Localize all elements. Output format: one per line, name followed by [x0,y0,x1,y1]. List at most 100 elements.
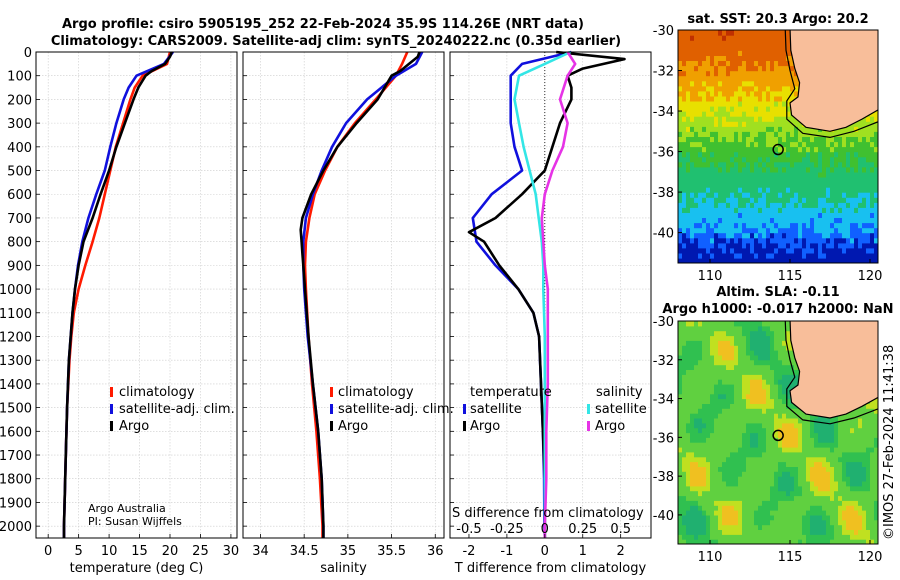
heatmap-cell [766,524,771,530]
heatmap-cell [686,192,691,198]
heatmap-cell [846,192,851,198]
heatmap-cell [818,156,823,163]
heatmap-cell [746,85,751,92]
heatmap-cell [734,403,739,409]
heatmap-cell [750,161,755,168]
heatmap-cell [698,182,703,188]
heatmap-cell [726,388,731,395]
heatmap-cell [754,519,759,526]
y-tick-label: 1600 [0,425,32,440]
heatmap-cell [822,456,827,463]
heatmap-cell [758,202,763,208]
heatmap-cell [810,534,815,540]
heatmap-cell [786,141,791,148]
heatmap-cell [738,500,743,506]
heatmap-cell [702,340,707,346]
heatmap-cell [722,136,727,143]
heatmap-cell [734,384,739,390]
sst-map-axes: 110 115 120-30-32-34-36-38-40 [653,24,883,284]
heatmap-cell [694,111,699,117]
heatmap-cell [686,131,691,137]
heatmap-cell [690,182,695,188]
heatmap-cell [834,222,839,229]
heatmap-cell [702,471,707,477]
heatmap-cell [838,146,843,153]
x-tick-label: 115 [778,269,803,284]
heatmap-cell [770,111,775,117]
heatmap-cell [718,514,723,521]
heatmap-cell [746,519,751,526]
heatmap-cell [798,490,803,497]
heatmap-cell [846,242,851,249]
heatmap-cell [714,156,719,163]
heatmap-cell [730,379,735,385]
heatmap-cell [678,447,683,453]
heatmap-cell [690,364,695,370]
heatmap-cell [718,227,723,234]
heatmap-cell [750,427,755,434]
heatmap-cell [842,490,847,497]
heatmap-cell [766,437,771,443]
heatmap-cell [758,136,763,143]
heatmap-cell [786,340,791,346]
heatmap-cell [830,252,835,259]
heatmap-cell [682,442,687,448]
heatmap-cell [818,227,823,234]
heatmap-cell [706,345,711,351]
heatmap-cell [738,350,743,356]
heatmap-cell [818,505,823,511]
heatmap-cell [750,217,755,224]
heatmap-cell [698,121,703,127]
heatmap-cell [722,197,727,203]
heatmap-cell [742,447,747,453]
heatmap-cell [866,131,871,137]
heatmap-cell [694,232,699,239]
heatmap-cell [710,354,715,361]
heatmap-cell [838,182,843,188]
heatmap-cell [694,187,699,193]
heatmap-cell [678,388,683,395]
heatmap-cell [782,432,787,438]
heatmap-cell [846,456,851,463]
heatmap-cell [782,466,787,472]
heatmap-cell [726,451,731,458]
heatmap-cell [762,156,767,163]
heatmap-cell [734,534,739,540]
heatmap-cell [866,481,871,487]
heatmap-cell [694,388,699,395]
x-tick-label: 35 [340,544,357,559]
heatmap-cell [782,95,787,102]
heatmap-cell [754,359,759,366]
heatmap-cell [722,350,727,356]
heatmap-cell [750,126,755,132]
heatmap-cell [838,131,843,137]
heatmap-cell [794,418,799,424]
heatmap-cell [726,121,731,127]
heatmap-cell [722,321,727,327]
heatmap-cell [794,141,799,148]
heatmap-cell [702,70,707,77]
heatmap-cell [786,534,791,540]
heatmap-cell [682,131,687,137]
heatmap-cell [726,490,731,497]
heatmap-cell [770,364,775,370]
heatmap-cell [702,500,707,506]
heatmap-cell [746,335,751,341]
heatmap-cell [722,257,727,263]
heatmap-cell [694,539,699,544]
heatmap-cell [782,60,787,67]
heatmap-cell [822,176,827,183]
heatmap-cell [726,80,731,87]
heatmap-cell [754,432,759,438]
heatmap-cell [766,481,771,487]
heatmap-cell [714,247,719,254]
heatmap-cell [798,197,803,203]
heatmap-cell [774,85,779,92]
heatmap-cell [806,237,811,244]
heatmap-cell [826,529,831,535]
heatmap-cell [778,476,783,482]
heatmap-cell [850,500,855,506]
heatmap-cell [822,466,827,472]
heatmap-cell [782,207,787,213]
heatmap-cell [790,247,795,254]
